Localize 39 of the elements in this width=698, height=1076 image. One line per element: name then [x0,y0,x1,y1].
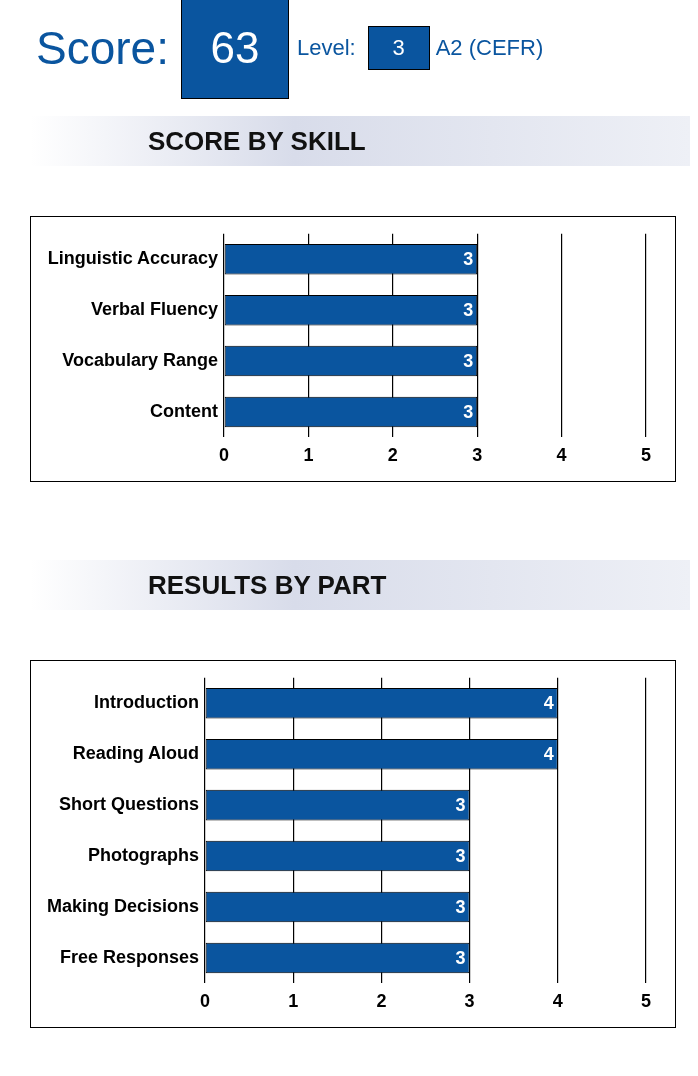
y-tick-label: Introduction [94,692,200,713]
x-tick-label: 3 [472,445,483,466]
text: 63 [180,0,289,99]
x-tick-label: 4 [552,991,563,1012]
y-tick-label: Content [150,400,219,421]
chart-title: SCORE BY SKILL [30,116,690,166]
data-label: 3 [455,846,466,867]
data-label: 3 [455,896,466,917]
x-tick-label: 5 [640,445,652,466]
x-tick-label: 0 [200,991,211,1012]
data-label: 3 [455,947,466,968]
text: Score: [36,21,169,75]
data-label: 3 [463,300,474,321]
x-tick-label: 1 [303,445,314,466]
y-tick-label: Short Questions [59,794,200,815]
x-tick-label: 3 [464,991,475,1012]
x-tick-label: 0 [219,445,230,466]
x-tick-label: 5 [640,991,652,1012]
y-tick-label: Vocabulary Range [62,350,219,371]
y-tick-label: Making Decisions [47,895,200,916]
chart-title: RESULTS BY PART [30,560,690,610]
y-tick-label: Reading Aloud [72,743,200,764]
data-label: 4 [543,693,554,714]
y-tick-label: Verbal Fluency [90,299,219,320]
data-label: 3 [455,795,466,816]
x-tick-label: 2 [376,991,387,1012]
data-label: 4 [543,744,554,765]
x-tick-label: 2 [387,445,398,466]
y-tick-label: Linguistic Accuracy [47,248,219,269]
data-label: 3 [463,249,474,270]
text: Level: [296,35,356,61]
x-tick-label: 1 [288,991,299,1012]
y-tick-label: Photographs [88,845,200,866]
x-tick-label: 4 [556,445,567,466]
y-tick-label: Free Responses [59,946,200,967]
text: 3 [367,26,430,70]
data-label: 3 [463,351,474,372]
text: A2 (CEFR) [435,35,544,61]
data-label: 3 [463,401,474,422]
